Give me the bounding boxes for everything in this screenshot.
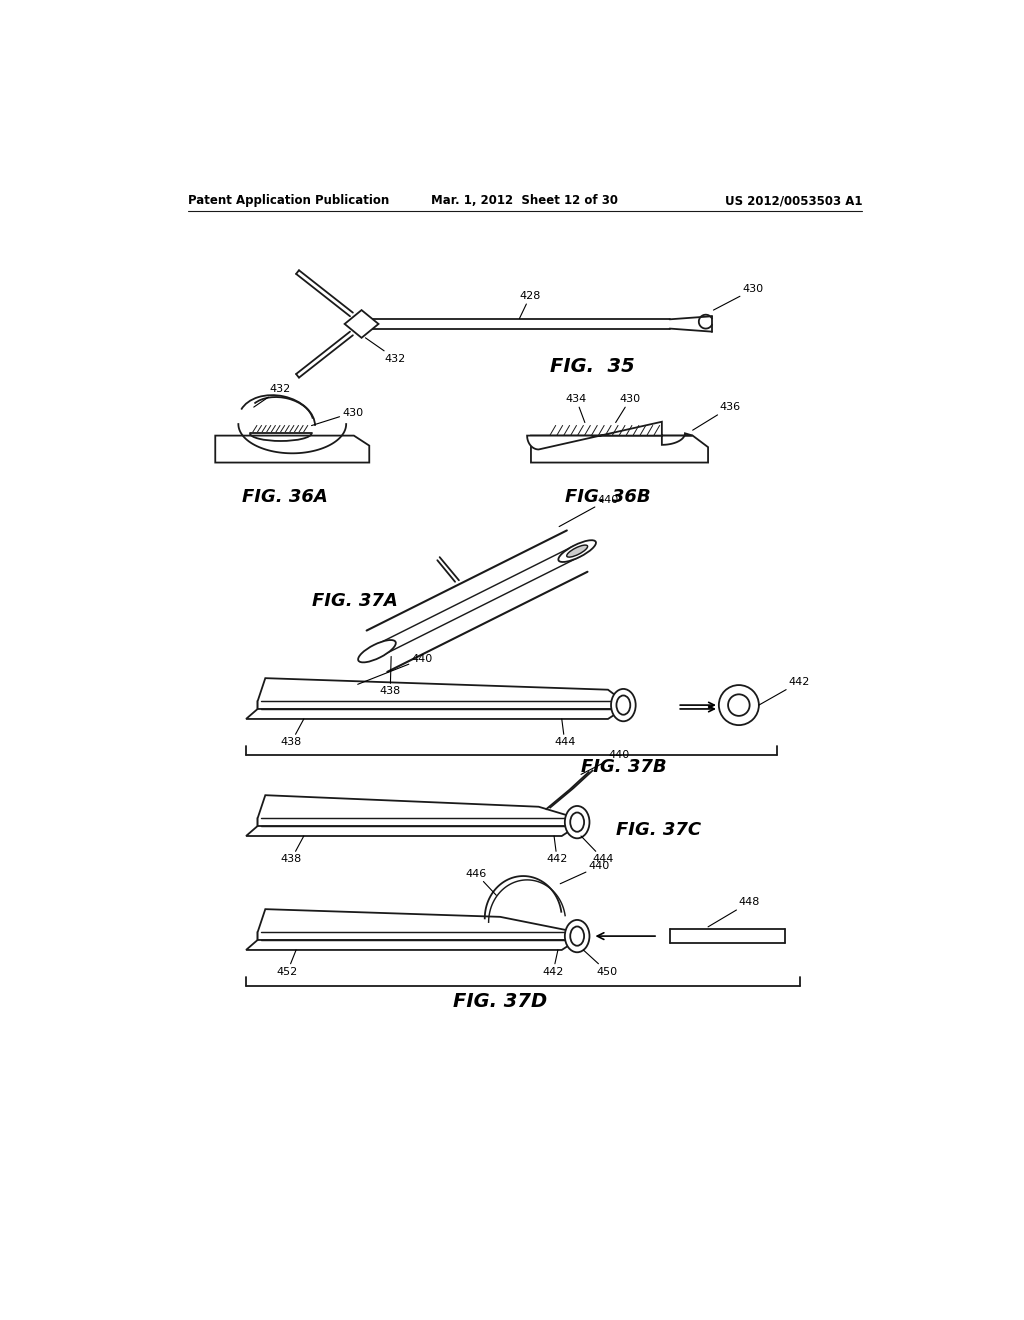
Text: FIG. 37D: FIG. 37D <box>453 993 547 1011</box>
Ellipse shape <box>558 540 596 562</box>
Text: 430: 430 <box>615 395 641 422</box>
Text: 438: 438 <box>380 656 400 696</box>
Polygon shape <box>345 310 379 338</box>
Text: 452: 452 <box>276 950 298 977</box>
Ellipse shape <box>565 807 590 838</box>
Text: 444: 444 <box>554 719 575 747</box>
Text: FIG. 36A: FIG. 36A <box>242 488 328 506</box>
Polygon shape <box>258 678 624 709</box>
Text: 428: 428 <box>519 292 541 318</box>
Text: Mar. 1, 2012  Sheet 12 of 30: Mar. 1, 2012 Sheet 12 of 30 <box>431 194 618 207</box>
Ellipse shape <box>728 694 750 715</box>
Polygon shape <box>246 932 578 950</box>
Text: 440: 440 <box>559 495 618 527</box>
Polygon shape <box>531 436 708 462</box>
Text: 442: 442 <box>759 677 810 705</box>
Text: 436: 436 <box>692 403 740 430</box>
Text: 448: 448 <box>708 898 760 927</box>
Text: FIG. 37A: FIG. 37A <box>311 593 397 610</box>
Ellipse shape <box>611 689 636 721</box>
Ellipse shape <box>570 927 584 945</box>
Text: FIG. 37B: FIG. 37B <box>581 758 667 776</box>
Text: 430: 430 <box>311 408 364 425</box>
Text: 442: 442 <box>543 950 564 977</box>
Text: FIG. 36B: FIG. 36B <box>565 488 651 506</box>
Ellipse shape <box>616 696 631 714</box>
Text: 438: 438 <box>281 719 304 747</box>
Polygon shape <box>246 818 578 836</box>
Text: US 2012/0053503 A1: US 2012/0053503 A1 <box>725 194 862 207</box>
Ellipse shape <box>358 640 396 663</box>
Polygon shape <box>246 701 624 719</box>
Text: 444: 444 <box>581 836 614 865</box>
Text: Patent Application Publication: Patent Application Publication <box>188 194 389 207</box>
Polygon shape <box>258 795 578 826</box>
Polygon shape <box>215 436 370 462</box>
Text: FIG.  35: FIG. 35 <box>550 356 635 376</box>
Text: FIG. 37C: FIG. 37C <box>615 821 700 838</box>
Ellipse shape <box>565 920 590 952</box>
Text: 438: 438 <box>281 836 304 865</box>
Text: 446: 446 <box>466 869 497 895</box>
Polygon shape <box>258 909 578 940</box>
Ellipse shape <box>570 813 584 832</box>
Ellipse shape <box>566 545 588 557</box>
Text: 450: 450 <box>584 950 617 977</box>
Text: 442: 442 <box>547 836 567 865</box>
Text: 440: 440 <box>581 750 629 775</box>
Text: 440: 440 <box>560 861 610 884</box>
Polygon shape <box>527 422 692 449</box>
Text: 432: 432 <box>254 384 291 407</box>
Ellipse shape <box>719 685 759 725</box>
Text: 432: 432 <box>366 338 406 363</box>
Text: 430: 430 <box>714 284 764 310</box>
Text: 440: 440 <box>357 653 433 684</box>
Text: 434: 434 <box>565 395 587 422</box>
